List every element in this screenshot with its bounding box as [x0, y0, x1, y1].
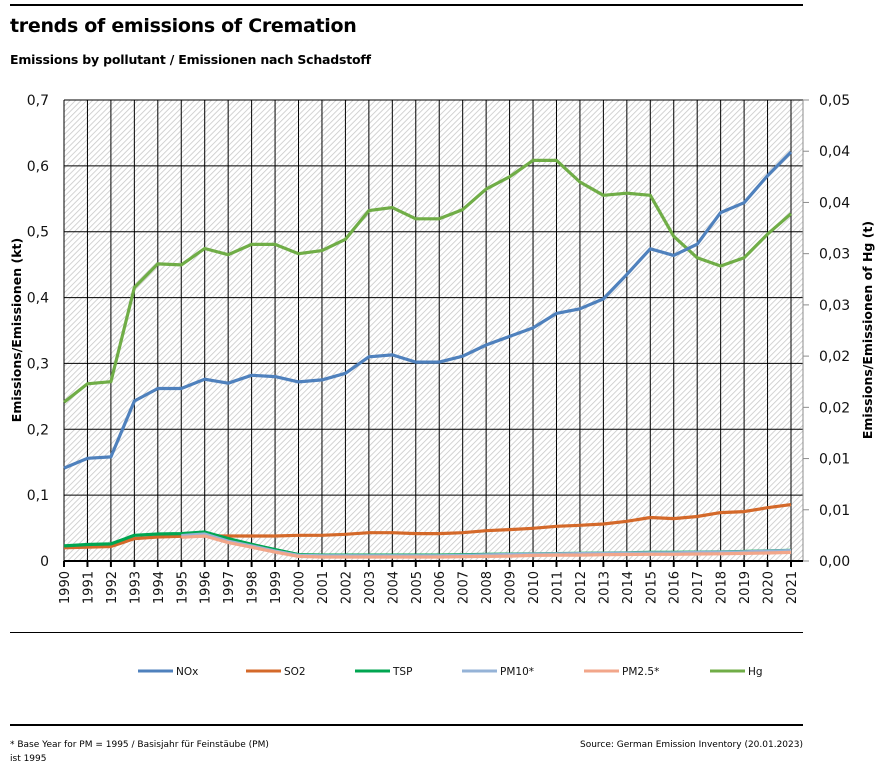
y-tick-label: 0,5 [27, 225, 49, 241]
series-line-hg [63, 158, 793, 404]
plot-area [64, 100, 803, 561]
x-tick-label: 2018 [715, 571, 730, 604]
x-tick-label: 2015 [644, 571, 659, 604]
x-tick-label: 2010 [527, 571, 542, 604]
x-tick-label: 2012 [574, 571, 589, 604]
x-tick-label: 2009 [504, 571, 519, 604]
legend-label: NOx [176, 666, 198, 678]
footnote: * Base Year for PM = 1995 / Basisjahr fü… [10, 740, 269, 764]
x-tick-label: 1990 [58, 571, 73, 604]
y2-tick-label: 0,00 [819, 554, 850, 570]
legend-label: SO2 [284, 666, 306, 678]
legend-label: Hg [748, 666, 763, 678]
legend-item: TSP [355, 666, 412, 678]
x-axis-ticks: 1990 1991 1992 1993 1994 1995 1996 1997 1998 1999… [58, 561, 800, 604]
legend-label: PM10* [500, 666, 534, 678]
x-tick-label: 1993 [128, 571, 143, 604]
x-tick-label: 2002 [339, 571, 354, 604]
x-tick-label: 1995 [175, 571, 190, 604]
series-line-nox [63, 150, 793, 470]
y-tick-label: 0,4 [27, 291, 49, 307]
right-axis-ticks: 0,00 0,01 0,01 0,02 0,02 0,03 0,03 0,04 0,04 0,05 [803, 93, 850, 570]
x-tick-label: 2011 [551, 571, 566, 604]
x-tick-label: 2020 [762, 571, 777, 604]
y2-tick-label: 0,04 [819, 144, 850, 160]
x-tick-label: 1999 [269, 571, 284, 604]
x-tick-label: 2008 [480, 571, 495, 604]
y-tick-label: 0,1 [27, 488, 49, 504]
legend-item: NOx [138, 666, 198, 678]
x-tick-label: 2004 [386, 571, 401, 604]
x-tick-label: 2003 [363, 571, 378, 604]
x-tick-label: 1997 [222, 571, 237, 604]
y2-tick-label: 0,01 [819, 503, 850, 519]
x-tick-label: 2017 [691, 571, 706, 604]
y-axis-title: Emissions/Emissionen (kt) [9, 238, 24, 422]
y2-tick-label: 0,03 [819, 298, 850, 314]
x-tick-label: 2013 [597, 571, 612, 604]
x-tick-label: 2001 [316, 571, 331, 604]
x-tick-label: 2019 [738, 571, 753, 604]
y-tick-label: 0,2 [27, 422, 49, 438]
x-tick-label: 1991 [82, 571, 97, 604]
y2-tick-label: 0,04 [819, 195, 850, 211]
x-tick-label: 2005 [410, 571, 425, 604]
legend-label: PM2.5* [622, 666, 659, 678]
legend-label: TSP [392, 666, 412, 678]
footer-rule [10, 724, 803, 726]
legend: NOx SO2 TSP PM10* PM2.5* Hg [138, 666, 763, 678]
y2-tick-label: 0,01 [819, 452, 850, 468]
x-tick-label: 1992 [105, 571, 120, 604]
series-layer [63, 150, 793, 559]
x-tick-label: 2000 [293, 571, 308, 604]
legend-item: PM10* [462, 666, 534, 678]
y-tick-label: 0,3 [27, 356, 49, 372]
x-tick-label: 1998 [246, 571, 261, 604]
x-tick-label: 2021 [785, 571, 800, 604]
x-tick-label: 2016 [668, 571, 683, 604]
x-tick-label: 2007 [457, 571, 472, 604]
left-axis-ticks: 0 0,1 0,2 0,3 0,4 0,5 0,6 0,7 [27, 93, 49, 570]
legend-item: SO2 [246, 666, 306, 678]
y-tick-label: 0 [40, 554, 49, 570]
y-tick-label: 0,6 [27, 159, 49, 175]
x-tick-label: 2014 [621, 571, 636, 604]
y2-tick-label: 0,02 [819, 400, 850, 416]
y2-axis-title: Emissions/Emissionen of Hg (t) [860, 221, 875, 439]
y2-tick-label: 0,02 [819, 349, 850, 365]
legend-item: Hg [710, 666, 763, 678]
x-tick-label: 2006 [433, 571, 448, 604]
legend-top-rule [10, 632, 803, 633]
chart-subtitle: Emissions by pollutant / Emissionen nach… [10, 52, 371, 67]
legend-item: PM2.5* [584, 666, 659, 678]
top-rule [10, 4, 803, 6]
source-note: Source: German Emission Inventory (20.01… [579, 740, 803, 750]
y2-tick-label: 0,03 [819, 247, 850, 263]
y2-tick-label: 0,05 [819, 93, 850, 109]
x-tick-label: 1996 [199, 571, 214, 604]
x-tick-label: 1994 [152, 571, 167, 604]
axes [63, 100, 804, 562]
y-tick-label: 0,7 [27, 93, 49, 109]
chart-title: trends of emissions of Cremation [10, 15, 357, 37]
gridlines [64, 99, 803, 561]
